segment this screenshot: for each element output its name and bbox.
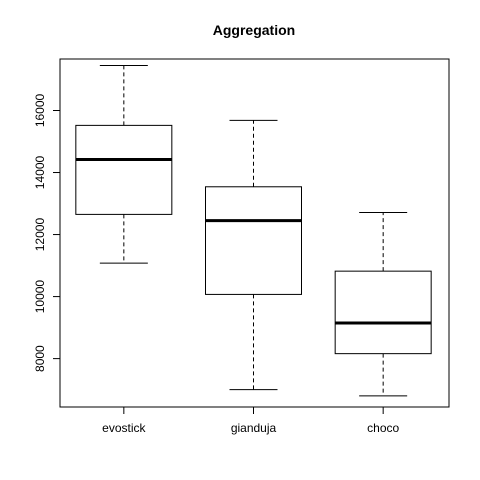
y-tick-label-3: 14000 [33, 156, 47, 190]
y-tick-label-2: 12000 [33, 218, 47, 252]
x-axis: evostick gianduja choco [102, 406, 399, 435]
box-gianduja [205, 119, 302, 391]
x-tick-label-1: gianduja [231, 421, 277, 435]
y-axis: 8000 10000 12000 14000 16000 [33, 93, 61, 372]
chart-title: Aggregation [213, 22, 295, 38]
x-tick-label-0: evostick [102, 421, 146, 435]
boxes [75, 65, 432, 397]
x-tick-label-2: choco [367, 421, 399, 435]
y-tick-label-4: 16000 [33, 93, 47, 127]
iqr-box [205, 186, 302, 295]
iqr-box [334, 270, 432, 355]
box-evostick [75, 65, 173, 264]
box-choco [334, 212, 432, 397]
iqr-box [75, 124, 173, 215]
y-tick-label-0: 8000 [33, 345, 47, 372]
y-tick-label-1: 10000 [33, 280, 47, 314]
